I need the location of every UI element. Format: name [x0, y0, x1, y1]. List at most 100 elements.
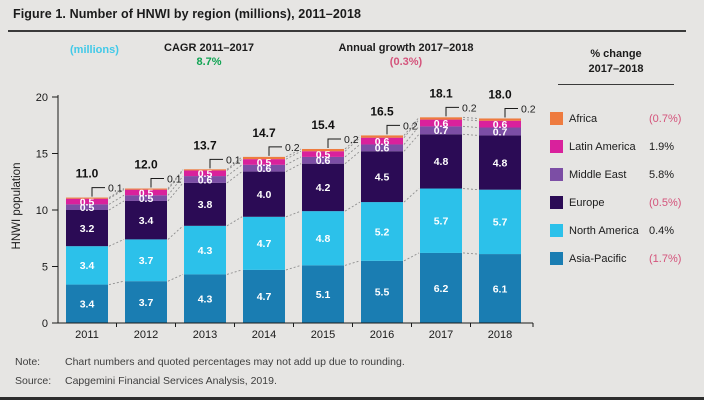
connector-line	[344, 135, 361, 150]
connector-line	[344, 150, 361, 165]
bar-value-label: 0.7	[434, 125, 449, 137]
bar-value-label: 3.7	[139, 255, 154, 267]
legend-value: (0.7%)	[649, 113, 682, 125]
connector-line	[462, 133, 479, 136]
connector-line	[167, 175, 184, 196]
connector-line	[344, 201, 361, 212]
legend-item-north-america: North America 0.4%	[550, 224, 694, 237]
bar-segment-africa	[184, 169, 226, 171]
bar-total-label: 16.5	[370, 104, 394, 118]
bar-value-label: 0.5	[316, 149, 331, 161]
annual-growth-label: Annual growth 2017–2018	[338, 42, 474, 54]
bar-value-label: 0.6	[198, 174, 213, 186]
bar-segment-africa	[243, 156, 285, 160]
bar-value-label: 0.6	[257, 163, 272, 175]
bar-value-label: 3.2	[80, 223, 95, 235]
source-text: Capgemini Financial Services Analysis, 2…	[65, 375, 277, 387]
connector-line	[285, 163, 302, 172]
legend-item-middle-east: Middle East 5.8%	[550, 168, 694, 181]
bar-total-label: 14.7	[252, 126, 276, 140]
legend-label: Asia-Pacific	[569, 253, 627, 265]
x-tick-label: 2012	[134, 329, 158, 341]
bar-value-label: 3.4	[139, 215, 154, 227]
bar-total-label: 18.1	[429, 86, 453, 100]
cagr-annotation: CAGR 2011–2017 8.7%	[138, 41, 280, 69]
legend-label: Europe	[569, 197, 605, 209]
middle-east-swatch-icon	[550, 168, 563, 181]
connector-line	[167, 225, 184, 240]
legend-item-europe: Europe (0.5%)	[550, 196, 694, 209]
callout-value-label: 0.2	[285, 142, 300, 154]
connector-line	[108, 194, 125, 205]
bar-value-label: 5.7	[493, 217, 508, 229]
legend-value: 1.9%	[649, 141, 675, 153]
europe-swatch-icon	[550, 196, 563, 209]
connector-line	[108, 189, 125, 200]
legend-label: Latin America	[569, 141, 636, 153]
bar-value-label: 4.3	[198, 294, 213, 306]
cagr-label: CAGR 2011–2017	[164, 42, 254, 54]
bar-value-label: 4.3	[198, 245, 213, 257]
bar-value-label: 5.1	[316, 289, 331, 301]
note-row: Note: Chart numbers and quoted percentag…	[15, 355, 405, 369]
connector-line	[226, 164, 243, 177]
pct-change-header: % change 2017–2018	[558, 47, 674, 85]
footnotes: Note: Chart numbers and quoted percentag…	[15, 355, 405, 393]
connector-line	[285, 210, 302, 218]
callout-value-label: 0.1	[108, 183, 123, 195]
bar-value-label: 3.4	[80, 260, 95, 272]
connector-line	[167, 169, 184, 189]
bar-value-label: 5.5	[375, 287, 390, 299]
callout-bracket	[91, 187, 105, 197]
units-label: (millions)	[70, 44, 119, 56]
connector-line	[285, 150, 302, 160]
legend-label: Middle East	[569, 169, 627, 181]
connector-line	[226, 158, 243, 171]
bar-total-label: 13.7	[193, 138, 217, 152]
bar-value-label: 0.5	[80, 196, 95, 208]
connector-line	[226, 156, 243, 170]
y-axis-title: HNWI population	[11, 163, 23, 250]
connector-line	[462, 119, 479, 122]
connector-line	[344, 260, 361, 266]
connector-line	[285, 156, 302, 166]
y-tick-label: 0	[42, 318, 48, 330]
bar-segment-europe	[243, 171, 285, 217]
legend-value: 5.8%	[649, 169, 675, 181]
bar-segment-north-america	[184, 225, 226, 275]
callout-value-label: 0.2	[521, 103, 536, 115]
callout-bracket	[445, 106, 459, 117]
annual-growth-value: (0.3%)	[389, 56, 423, 68]
x-tick-label: 2017	[429, 329, 453, 341]
bottom-border	[0, 397, 704, 400]
connector-line	[108, 280, 125, 286]
bar-segment-middle-east	[420, 126, 462, 135]
bar-value-label: 3.4	[80, 299, 95, 311]
bar-segment-latin-america	[66, 198, 108, 205]
note-label: Note:	[15, 356, 41, 368]
cagr-value: 8.7%	[196, 56, 222, 68]
bar-segment-latin-america	[420, 119, 462, 127]
pct-change-line2: 2017–2018	[588, 63, 644, 75]
connector-line	[226, 171, 243, 184]
legend-value: (1.7%)	[649, 253, 682, 265]
bar-value-label: 0.6	[375, 136, 390, 148]
connector-line	[226, 216, 243, 227]
bar-segment-latin-america	[243, 159, 285, 165]
bar-segment-latin-america	[302, 151, 344, 157]
y-tick-label: 5	[42, 262, 48, 274]
bar-segment-middle-east	[302, 156, 344, 164]
bar-segment-latin-america	[125, 189, 167, 196]
callout-bracket	[209, 158, 223, 169]
bar-value-label: 4.8	[434, 156, 449, 168]
legend-value: (0.5%)	[649, 197, 682, 209]
callout-value-label: 0.2	[344, 134, 359, 146]
bar-segment-africa	[125, 188, 167, 190]
callout-bracket	[150, 178, 164, 188]
bar-value-label: 4.0	[257, 189, 272, 201]
bar-segment-europe	[479, 135, 521, 190]
legend-item-latin-america: Latin America 1.9%	[550, 140, 694, 153]
bar-segment-north-america	[243, 216, 285, 270]
connector-line	[403, 133, 420, 152]
